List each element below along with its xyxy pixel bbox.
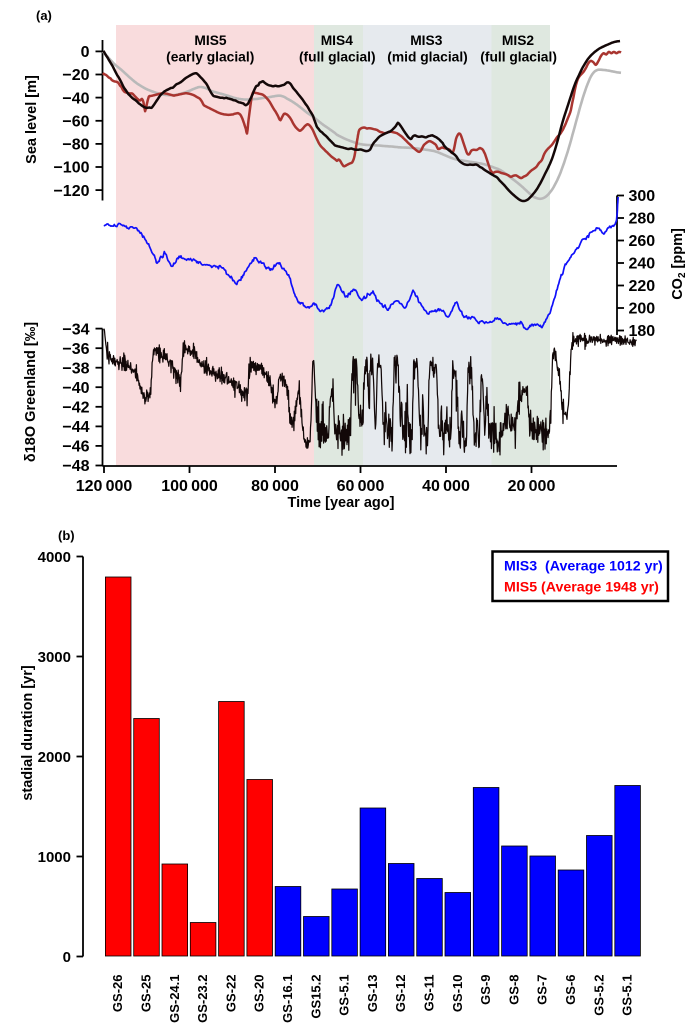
- svg-text:180: 180: [629, 323, 656, 340]
- svg-text:120 000: 120 000: [76, 478, 133, 495]
- svg-text:60 000: 60 000: [337, 478, 385, 495]
- svg-text:MIS2: MIS2: [502, 33, 535, 48]
- svg-text:300: 300: [629, 188, 656, 205]
- svg-text:4000: 4000: [38, 549, 71, 566]
- svg-text:240: 240: [629, 256, 656, 273]
- svg-text:0: 0: [63, 949, 71, 966]
- svg-text:GS-24.1: GS-24.1: [167, 975, 182, 1023]
- svg-text:−60: −60: [62, 114, 89, 131]
- svg-text:−120: −120: [53, 183, 89, 200]
- svg-text:(a): (a): [36, 8, 52, 23]
- svg-text:220: 220: [629, 278, 656, 295]
- svg-text:GS-20: GS-20: [252, 975, 267, 1013]
- svg-text:GS-12: GS-12: [393, 975, 408, 1013]
- svg-text:Time [year ago]: Time [year ago]: [288, 495, 395, 511]
- svg-text:stadial duration [yr]: stadial duration [yr]: [20, 665, 36, 801]
- svg-text:GS-22: GS-22: [223, 975, 238, 1013]
- svg-text:1000: 1000: [38, 849, 71, 866]
- svg-text:GS-9: GS-9: [478, 975, 493, 1005]
- svg-text:−80: −80: [62, 137, 89, 154]
- svg-text:GS-11: GS-11: [422, 975, 437, 1012]
- svg-text:80 000: 80 000: [251, 478, 299, 495]
- svg-text:GS-7: GS-7: [535, 975, 550, 1005]
- svg-text:MIS4: MIS4: [321, 33, 354, 48]
- svg-text:GS-16.1: GS-16.1: [280, 975, 295, 1023]
- svg-text:(full glacial): (full glacial): [480, 50, 557, 65]
- svg-text:MIS3: MIS3: [410, 33, 443, 48]
- svg-text:(full glacial): (full glacial): [299, 50, 376, 65]
- svg-text:GS-23.2: GS-23.2: [195, 975, 210, 1023]
- svg-text:−36: −36: [62, 341, 89, 358]
- svg-text:−100: −100: [53, 160, 89, 177]
- svg-text:δ18O Greenland [‰]: δ18O Greenland [‰]: [23, 322, 39, 462]
- svg-text:−48: −48: [62, 458, 89, 475]
- svg-text:3000: 3000: [38, 649, 71, 666]
- svg-text:−38: −38: [62, 360, 89, 377]
- svg-text:GS-25: GS-25: [139, 975, 154, 1013]
- svg-text:−40: −40: [62, 90, 89, 107]
- svg-text:260: 260: [629, 233, 656, 250]
- svg-text:GS-5.1: GS-5.1: [620, 975, 635, 1016]
- svg-text:MIS3 (Average 1012 yr): MIS3 (Average 1012 yr): [504, 559, 663, 575]
- svg-text:(mid glacial): (mid glacial): [387, 50, 468, 65]
- svg-text:200: 200: [629, 301, 656, 318]
- svg-text:−34: −34: [62, 321, 89, 338]
- svg-text:GS-5.1: GS-5.1: [337, 975, 352, 1016]
- svg-text:40 000: 40 000: [422, 478, 470, 495]
- svg-text:CO2 [ppm]: CO2 [ppm]: [670, 228, 688, 300]
- svg-text:280: 280: [629, 211, 656, 228]
- svg-text:−40: −40: [62, 380, 89, 397]
- svg-text:GS-10: GS-10: [450, 975, 465, 1013]
- svg-text:2000: 2000: [38, 749, 71, 766]
- svg-text:(early glacial): (early glacial): [166, 50, 254, 65]
- svg-text:MIS5 (Average 1948 yr): MIS5 (Average 1948 yr): [504, 580, 659, 596]
- svg-text:−46: −46: [62, 439, 89, 456]
- svg-text:GS-26: GS-26: [110, 975, 125, 1013]
- svg-text:GS-6: GS-6: [563, 975, 578, 1005]
- svg-text:GS-8: GS-8: [506, 975, 521, 1005]
- svg-text:GS-13: GS-13: [365, 975, 380, 1013]
- svg-text:−44: −44: [62, 419, 89, 436]
- svg-text:0: 0: [81, 44, 90, 61]
- svg-text:(b): (b): [58, 528, 75, 543]
- svg-text:20 000: 20 000: [508, 478, 556, 495]
- svg-text:GS-5.2: GS-5.2: [591, 975, 606, 1016]
- svg-text:−20: −20: [62, 67, 89, 84]
- svg-text:GS15.2: GS15.2: [308, 975, 323, 1019]
- svg-text:100 000: 100 000: [161, 478, 218, 495]
- svg-text:Sea level [m]: Sea level [m]: [24, 75, 40, 164]
- svg-text:−42: −42: [62, 400, 89, 417]
- svg-text:MIS5: MIS5: [194, 33, 227, 48]
